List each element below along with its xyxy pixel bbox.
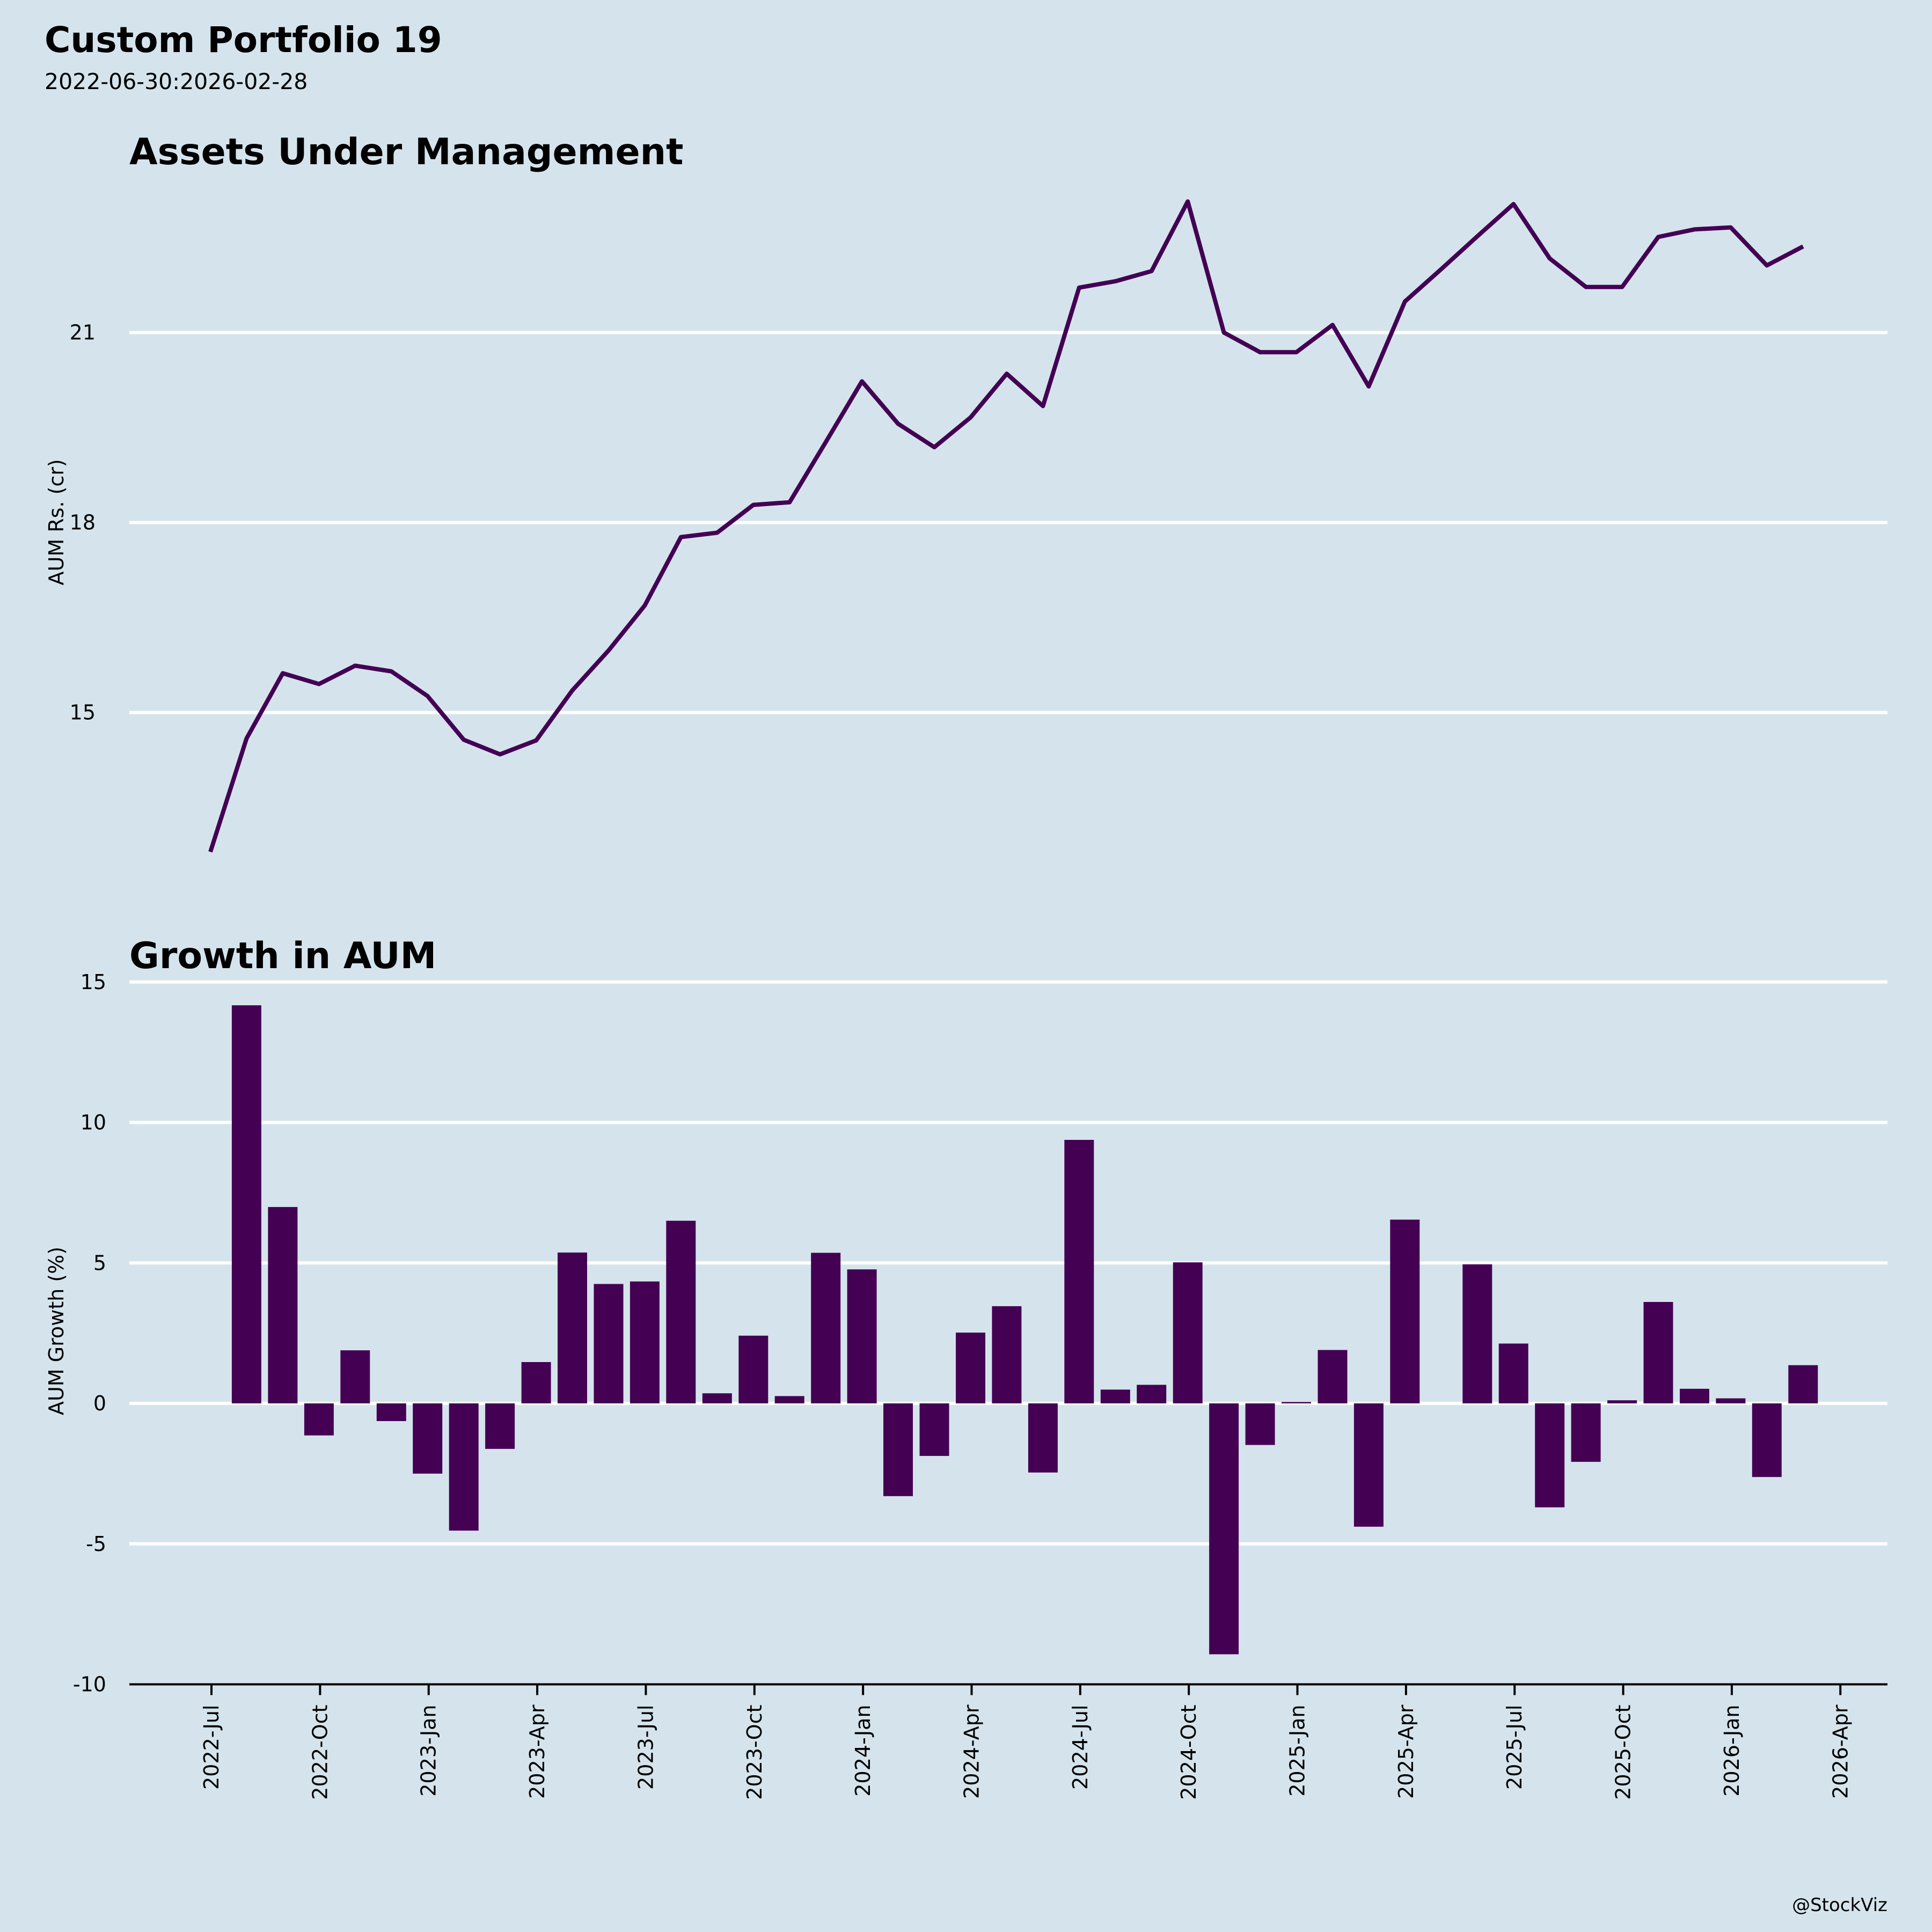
x-tick-label: 2023-Jul <box>634 1705 657 1790</box>
x-tick-label: 2022-Oct <box>308 1705 332 1800</box>
growth-bar <box>774 1396 804 1403</box>
growth-bar <box>702 1393 732 1403</box>
x-tick-label: 2024-Jan <box>851 1705 875 1797</box>
growth-bar <box>1643 1302 1673 1403</box>
growth-bar <box>1716 1398 1746 1403</box>
x-tick-label: 2024-Apr <box>960 1704 983 1799</box>
growth-bar <box>340 1350 370 1403</box>
x-tick-label: 2022-Jul <box>200 1705 223 1790</box>
x-tick-label: 2025-Oct <box>1612 1705 1635 1800</box>
growth-y-tick-labels: 15 10 5 0 -5 -10 <box>73 970 106 1696</box>
growth-bar <box>1209 1403 1239 1655</box>
growth-bar <box>1535 1403 1565 1507</box>
growth-y-tick: 5 <box>93 1251 106 1275</box>
aum-chart-title: Assets Under Management <box>129 131 684 173</box>
growth-gridlines <box>129 980 1887 1546</box>
growth-bar <box>1064 1140 1094 1403</box>
growth-bar <box>630 1281 660 1403</box>
growth-bar <box>1498 1343 1528 1403</box>
growth-bar <box>1752 1403 1782 1477</box>
growth-bar <box>1353 1403 1384 1527</box>
x-tick-label: 2026-Jan <box>1720 1705 1744 1797</box>
growth-bar <box>558 1252 587 1403</box>
growth-bar <box>956 1333 985 1403</box>
growth-bar <box>1571 1403 1601 1462</box>
growth-bar <box>1680 1388 1709 1403</box>
aum-y-tick: 21 <box>70 321 96 345</box>
aum-gridlines <box>129 331 1887 714</box>
growth-bar <box>738 1335 769 1403</box>
growth-y-axis-label: AUM Growth (%) <box>45 1247 68 1415</box>
x-tick-label: 2023-Apr <box>525 1704 549 1799</box>
x-tick-label: 2026-Apr <box>1828 1704 1852 1799</box>
growth-bar <box>1318 1350 1348 1403</box>
growth-bar <box>992 1306 1022 1403</box>
growth-y-tick: -5 <box>86 1532 106 1556</box>
growth-bar <box>1390 1219 1420 1403</box>
growth-bar <box>231 1005 261 1403</box>
x-tick-label: 2024-Oct <box>1177 1705 1201 1800</box>
growth-bar <box>666 1220 696 1403</box>
growth-bar <box>1245 1403 1275 1445</box>
growth-y-tick: -10 <box>73 1673 106 1696</box>
growth-bar <box>1462 1264 1492 1403</box>
aum-y-tick: 18 <box>70 511 96 535</box>
growth-bar <box>847 1269 877 1403</box>
x-tick-label: 2025-Jul <box>1503 1705 1526 1790</box>
growth-bar <box>1607 1400 1637 1403</box>
growth-y-tick: 10 <box>80 1111 106 1135</box>
growth-bar <box>485 1403 515 1449</box>
x-tick-label: 2025-Apr <box>1394 1704 1418 1799</box>
page-title: Custom Portfolio 19 <box>45 19 442 61</box>
x-tick-label: 2025-Jan <box>1286 1705 1309 1797</box>
aum-line-chart: Assets Under Management 15 18 21 AUM Rs. (… <box>45 131 1887 853</box>
aum-y-tick: 15 <box>70 701 96 724</box>
growth-bar <box>811 1253 841 1403</box>
growth-bar <box>1100 1389 1130 1403</box>
x-tick-label: 2023-Jan <box>417 1705 441 1797</box>
aum-series-line <box>208 199 1804 853</box>
growth-bar <box>449 1403 479 1531</box>
growth-bar <box>1173 1262 1203 1403</box>
watermark: @StockViz <box>1792 1894 1887 1916</box>
growth-bar <box>1028 1403 1058 1473</box>
date-range-subtitle: 2022-06-30:2026-02-28 <box>45 69 308 94</box>
growth-bars <box>231 1005 1818 1655</box>
growth-chart-title: Growth in AUM <box>129 935 436 977</box>
x-axis-ticks: 2022-Jul 2022-Oct 2023-Jan 2023-Apr 2023-Jul… <box>200 1684 1852 1800</box>
aum-y-axis-label: AUM Rs. (cr) <box>45 459 68 585</box>
growth-bar <box>594 1284 624 1403</box>
growth-bar <box>1137 1385 1167 1403</box>
growth-bar <box>376 1403 406 1421</box>
growth-bar <box>413 1403 443 1474</box>
x-tick-label: 2023-Oct <box>743 1705 766 1800</box>
growth-bar <box>1788 1365 1818 1403</box>
growth-bar <box>919 1403 949 1456</box>
growth-bar <box>521 1362 551 1403</box>
growth-bar <box>883 1403 913 1496</box>
growth-y-tick: 15 <box>80 970 106 994</box>
growth-bar <box>1282 1402 1311 1403</box>
aum-y-tick-labels: 15 18 21 <box>70 321 96 724</box>
growth-bar-chart: Growth in AUM 15 10 5 0 -5 -10 AUM Growth (%)… <box>45 935 1887 1800</box>
growth-bar <box>268 1207 298 1403</box>
growth-y-tick: 0 <box>93 1392 106 1415</box>
growth-bar <box>304 1403 334 1436</box>
x-tick-label: 2024-Jul <box>1069 1705 1092 1790</box>
